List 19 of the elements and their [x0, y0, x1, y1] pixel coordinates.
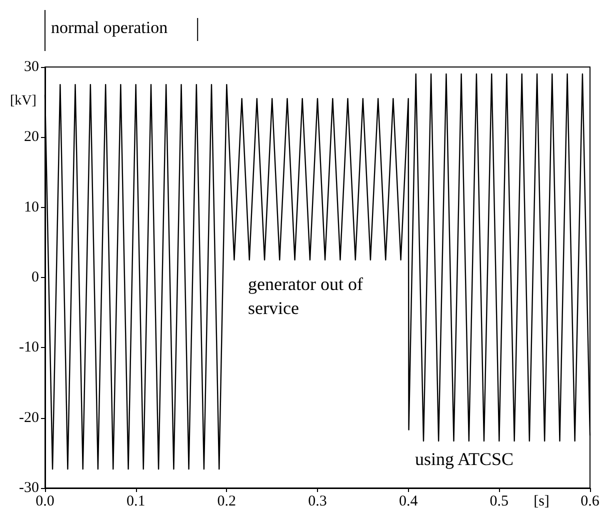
x-tick-label: 0.0: [36, 494, 54, 510]
y-tick-label: -10: [19, 340, 39, 356]
x-axis-title: [s]: [534, 494, 550, 510]
y-tick-label: 30: [24, 59, 39, 75]
x-tick-label: 0.3: [308, 494, 327, 510]
text: normal operation: [51, 18, 168, 37]
x-tick-label: 0.1: [126, 494, 146, 510]
y-tick-label: 10: [24, 199, 39, 216]
x-tick-label: 0.5: [490, 494, 509, 510]
y-tick-label: -20: [19, 410, 39, 426]
y-axis-title: [kV]: [10, 94, 36, 108]
annotation: using ATCSC: [415, 449, 514, 469]
y-tick-label: -30: [19, 480, 39, 496]
x-tick-label: 0.2: [217, 494, 236, 510]
annotation: generator out of service: [248, 274, 368, 318]
y-tick-label: 0: [32, 270, 39, 286]
y-tick-label: 20: [24, 129, 39, 146]
x-tick-label: 0.4: [398, 494, 418, 510]
x-tick-label: 0.6: [580, 494, 600, 510]
